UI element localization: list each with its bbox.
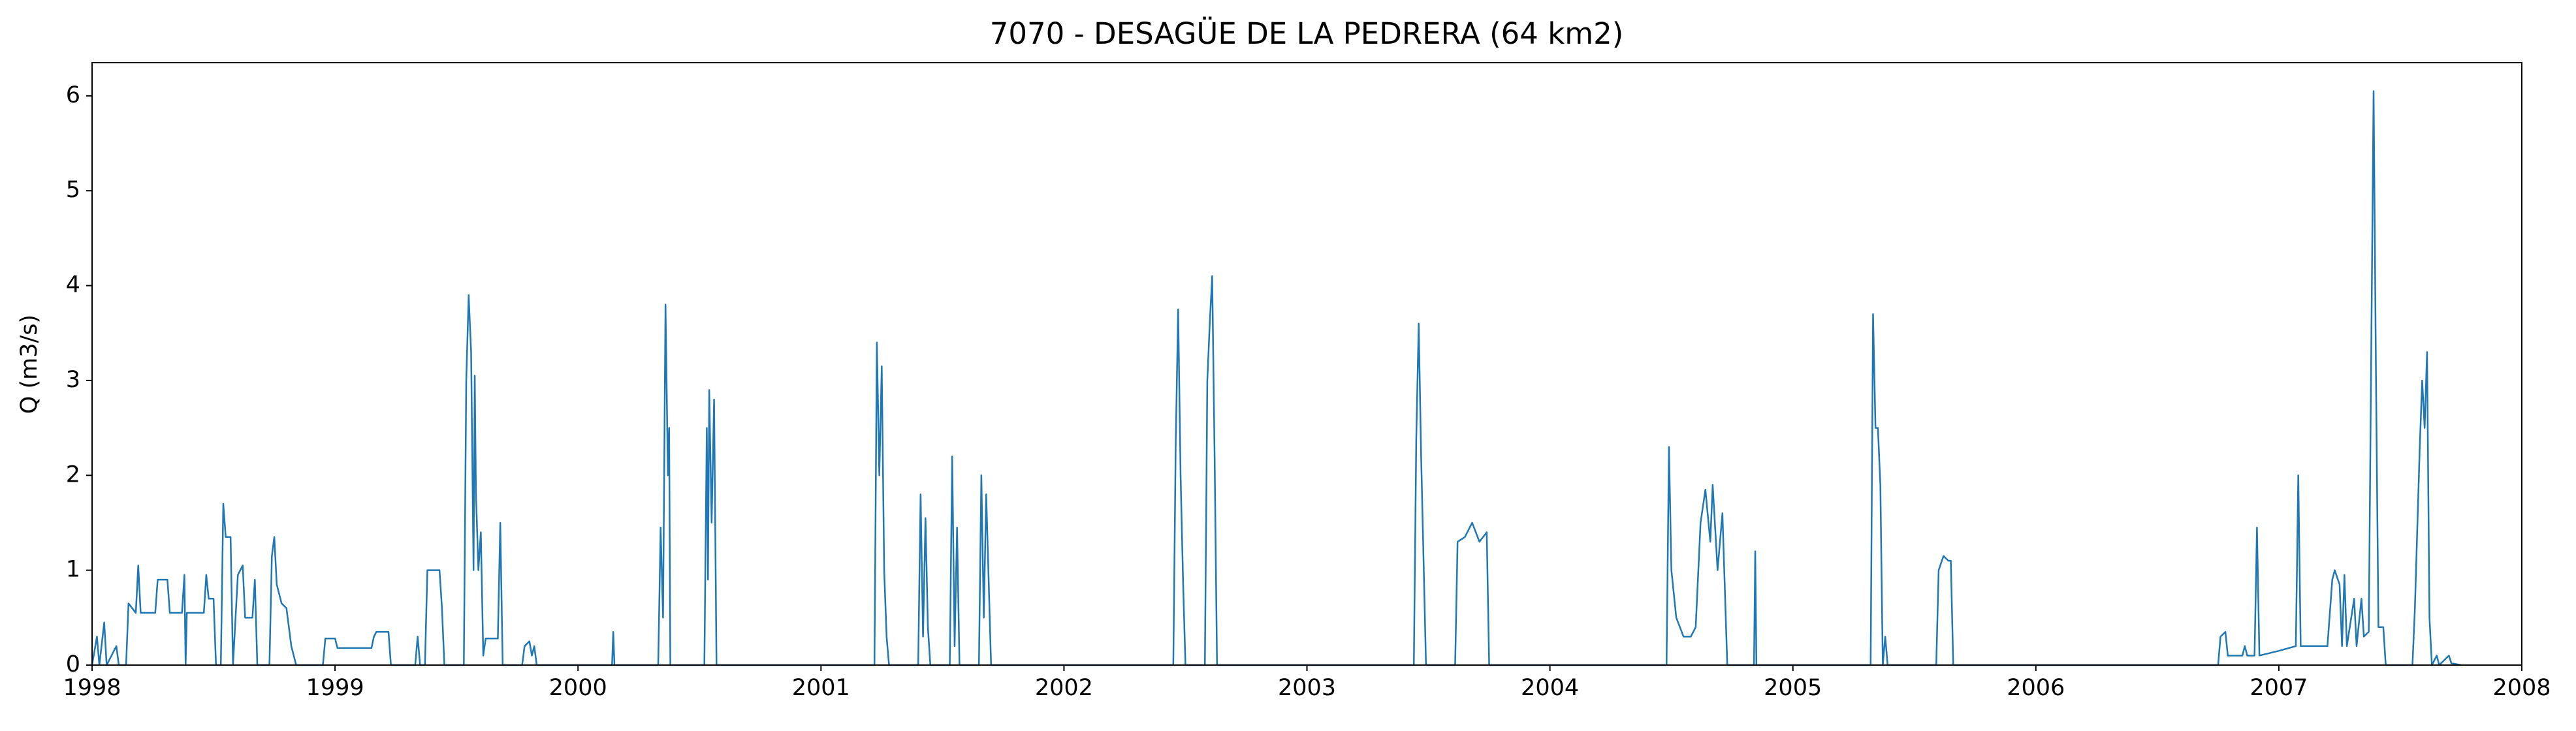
- x-tick-label: 2008: [2492, 675, 2551, 701]
- x-tick-label: 2003: [1278, 675, 1336, 701]
- x-tick-label: 1998: [63, 675, 121, 701]
- x-tick-label: 2000: [549, 675, 607, 701]
- x-tick-label: 2004: [1521, 675, 1579, 701]
- x-tick-label: 2001: [792, 675, 850, 701]
- chart-title: 7070 - DESAGÜE DE LA PEDRERA (64 km2): [990, 16, 1624, 51]
- y-tick-label: 0: [66, 651, 80, 677]
- y-tick-label: 3: [66, 367, 80, 393]
- x-tick-label: 2002: [1035, 675, 1093, 701]
- y-tick-label: 4: [66, 272, 80, 298]
- y-axis-label: Q (m3/s): [16, 315, 42, 414]
- data-line: [91, 90, 2462, 666]
- x-tick-label: 2006: [2007, 675, 2065, 701]
- x-tick-label: 1999: [306, 675, 364, 701]
- y-tick-label: 1: [66, 557, 80, 583]
- y-tick-label: 6: [66, 82, 80, 108]
- x-tick-label: 2007: [2250, 675, 2308, 701]
- y-tick-label: 5: [66, 177, 80, 203]
- x-tick-label: 2005: [1764, 675, 1822, 701]
- y-tick-label: 2: [66, 461, 80, 488]
- plot-frame: [91, 62, 2522, 666]
